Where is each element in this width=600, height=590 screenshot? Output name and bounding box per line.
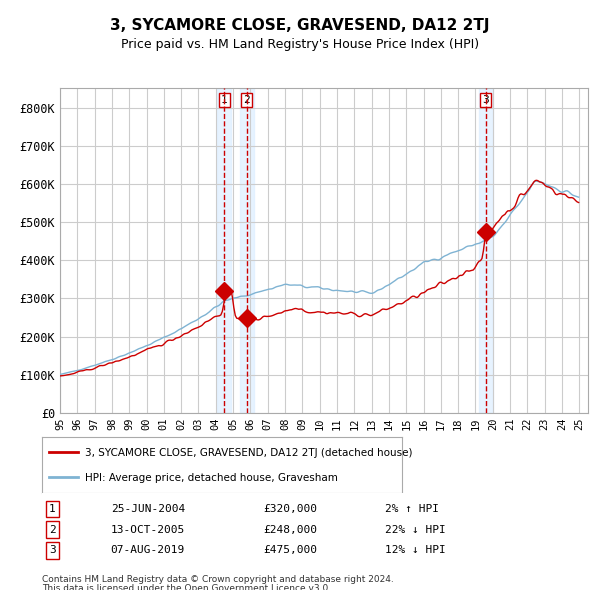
Text: 3: 3: [49, 545, 56, 555]
Text: 3, SYCAMORE CLOSE, GRAVESEND, DA12 2TJ (detached house): 3, SYCAMORE CLOSE, GRAVESEND, DA12 2TJ (…: [85, 448, 413, 458]
Text: HPI: Average price, detached house, Gravesham: HPI: Average price, detached house, Grav…: [85, 473, 338, 483]
Text: 22% ↓ HPI: 22% ↓ HPI: [385, 525, 446, 535]
Text: 2: 2: [49, 525, 56, 535]
Bar: [479, 88, 493, 413]
Text: 1: 1: [49, 504, 56, 514]
Text: 25-JUN-2004: 25-JUN-2004: [110, 504, 185, 514]
Bar: [217, 88, 231, 413]
Text: 13-OCT-2005: 13-OCT-2005: [110, 525, 185, 535]
Text: 2% ↑ HPI: 2% ↑ HPI: [385, 504, 439, 514]
Text: 07-AUG-2019: 07-AUG-2019: [110, 545, 185, 555]
Text: 1: 1: [221, 95, 227, 105]
Text: Contains HM Land Registry data © Crown copyright and database right 2024.: Contains HM Land Registry data © Crown c…: [42, 575, 394, 584]
Text: Price paid vs. HM Land Registry's House Price Index (HPI): Price paid vs. HM Land Registry's House …: [121, 38, 479, 51]
Text: £475,000: £475,000: [264, 545, 318, 555]
Text: 3, SYCAMORE CLOSE, GRAVESEND, DA12 2TJ: 3, SYCAMORE CLOSE, GRAVESEND, DA12 2TJ: [110, 18, 490, 32]
Text: 3: 3: [482, 95, 489, 105]
Text: £248,000: £248,000: [264, 525, 318, 535]
Text: £320,000: £320,000: [264, 504, 318, 514]
Text: 2: 2: [244, 95, 250, 105]
Text: This data is licensed under the Open Government Licence v3.0.: This data is licensed under the Open Gov…: [42, 584, 331, 590]
Text: 12% ↓ HPI: 12% ↓ HPI: [385, 545, 446, 555]
Bar: [240, 88, 254, 413]
